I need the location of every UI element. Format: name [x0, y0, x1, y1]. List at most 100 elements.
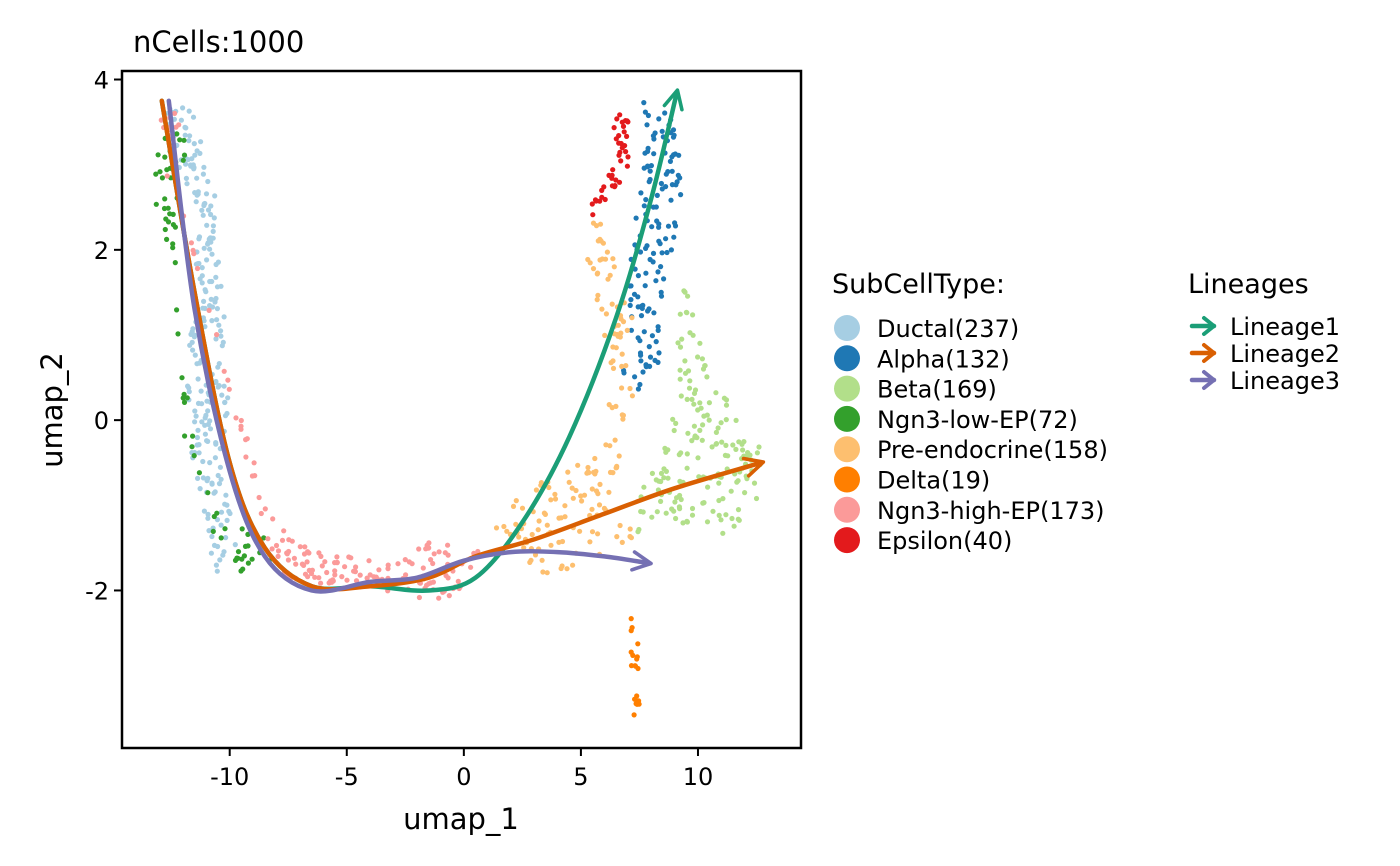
data-point	[637, 381, 643, 388]
data-point	[691, 390, 698, 396]
data-point	[753, 495, 760, 502]
data-point	[195, 427, 201, 433]
data-point	[655, 327, 661, 333]
data-point	[322, 559, 328, 565]
data-point	[342, 564, 348, 570]
data-point	[620, 416, 626, 422]
data-point	[436, 549, 442, 555]
data-point	[642, 283, 648, 289]
data-point	[627, 302, 633, 308]
data-point	[635, 386, 642, 392]
data-point	[645, 308, 651, 314]
data-point	[540, 569, 546, 575]
data-point	[213, 274, 219, 280]
data-point	[238, 426, 244, 432]
data-point	[180, 395, 186, 401]
data-point	[671, 234, 677, 240]
data-point	[556, 515, 562, 521]
data-point	[610, 365, 617, 371]
data-point	[217, 464, 223, 470]
data-point	[249, 556, 255, 562]
data-point	[696, 474, 702, 480]
data-point	[284, 551, 290, 557]
data-point	[613, 465, 619, 471]
data-point	[653, 278, 659, 284]
data-point	[716, 497, 722, 504]
data-point	[695, 455, 701, 461]
data-point	[218, 333, 224, 339]
data-point	[442, 550, 448, 556]
data-point	[635, 529, 641, 535]
data-point	[677, 367, 683, 373]
data-point	[603, 442, 609, 448]
data-point	[597, 198, 603, 204]
data-point	[174, 131, 180, 137]
data-point	[723, 417, 729, 423]
data-point	[533, 487, 540, 493]
data-point	[615, 333, 621, 339]
data-point	[218, 535, 224, 541]
data-point	[299, 561, 305, 567]
data-point	[585, 464, 591, 471]
data-point	[201, 298, 207, 304]
data-point	[195, 191, 201, 197]
data-point	[751, 480, 758, 486]
data-point	[740, 447, 746, 453]
data-point	[420, 565, 426, 571]
data-point	[536, 518, 542, 524]
axes-layer: -10 -5 0 5 10 -2 0 2 4	[85, 67, 713, 791]
data-point	[614, 534, 620, 540]
data-point	[225, 377, 231, 383]
data-point	[670, 416, 676, 422]
data-point	[157, 169, 163, 175]
data-point	[661, 475, 667, 481]
data-point	[713, 390, 719, 396]
data-point	[510, 503, 517, 509]
data-point	[595, 292, 601, 298]
data-point	[304, 559, 310, 565]
data-point	[692, 433, 698, 439]
data-point	[203, 191, 210, 197]
data-point	[629, 315, 635, 321]
data-point	[208, 296, 214, 302]
data-point	[678, 393, 684, 399]
data-point	[192, 419, 198, 425]
data-point	[202, 431, 208, 437]
x-tick-label: 5	[573, 763, 588, 791]
data-point	[455, 578, 461, 585]
plot-border	[120, 69, 803, 750]
data-point	[366, 558, 372, 564]
data-point	[164, 173, 170, 179]
data-point	[153, 171, 159, 177]
data-point	[704, 374, 710, 380]
data-point	[669, 168, 675, 174]
data-point	[195, 376, 201, 382]
data-point	[668, 247, 675, 253]
data-point	[402, 557, 408, 563]
cluster-0	[165, 105, 238, 574]
data-point	[215, 364, 221, 370]
data-point	[584, 470, 590, 476]
data-point	[188, 240, 194, 246]
data-point	[663, 449, 669, 455]
data-point	[619, 351, 625, 357]
data-point	[293, 561, 299, 567]
data-point	[590, 266, 597, 272]
legend-label: Pre-endocrine(158)	[877, 436, 1108, 464]
data-point	[199, 265, 205, 271]
data-point	[190, 433, 196, 439]
data-point	[445, 575, 451, 581]
data-point	[729, 515, 735, 522]
data-point	[595, 531, 601, 537]
data-point	[270, 516, 276, 522]
data-point	[684, 451, 690, 457]
data-point	[651, 151, 657, 157]
data-point	[669, 182, 676, 188]
data-point	[200, 458, 206, 465]
data-point	[297, 544, 303, 550]
data-point	[689, 438, 695, 444]
data-point	[424, 542, 430, 548]
data-point	[695, 354, 701, 360]
